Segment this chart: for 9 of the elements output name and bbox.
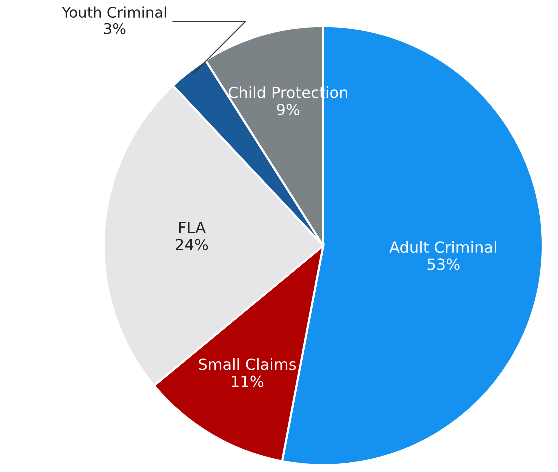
data-label: 3% [104,23,126,34]
data-label: 9% [277,104,300,116]
slice-label: Adult Criminal [390,241,496,254]
slice-label: Youth Criminal [62,6,166,18]
slice-label: FLA [179,222,206,234]
data-label: 11% [232,376,264,388]
data-label: 53% [428,258,460,270]
slice-label: Small Claims [199,358,296,370]
data-label: 24% [176,239,208,251]
